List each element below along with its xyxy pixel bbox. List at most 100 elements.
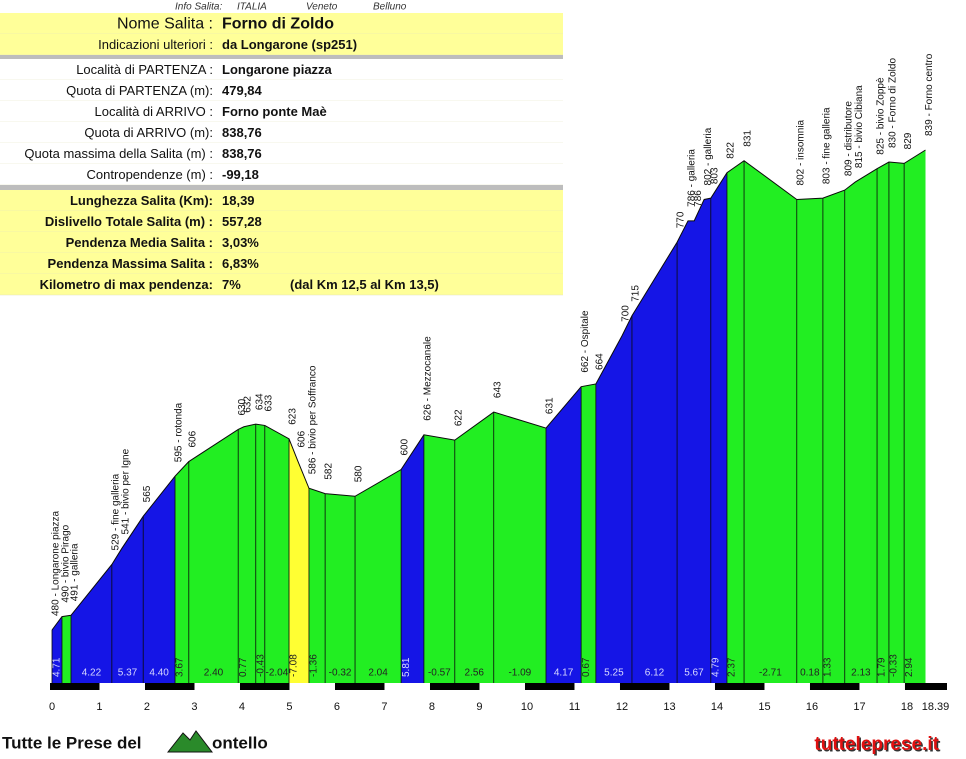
logo-icon (166, 730, 214, 753)
row-label: Quota di PARTENZA (m): (66, 83, 213, 98)
grade-segment (844, 168, 878, 684)
grade-segment (238, 424, 256, 683)
row-value: Forno ponte Maè (222, 104, 327, 119)
grade-label: 5.67 (684, 668, 704, 679)
profile-line (51, 149, 926, 631)
point-label: 626 - Mezzocanale (423, 336, 434, 421)
x-tick-label: 18 (901, 701, 913, 713)
x-tick-label: 9 (476, 701, 482, 713)
point-label: 839 - Forno centro (924, 53, 935, 136)
point-label: 829 (903, 132, 914, 149)
info-header: Belluno (373, 2, 407, 13)
grade-segment (188, 429, 239, 683)
grade-segment (595, 315, 632, 683)
row-bg (0, 13, 563, 34)
footer-left-tail: ontello (212, 733, 268, 752)
row-bg (0, 143, 563, 164)
grade-label: 3.67 (175, 657, 186, 677)
grade-segment (289, 438, 309, 683)
point-label: 580 (354, 465, 365, 482)
x-tick-label: 14 (711, 701, 723, 713)
km-bar (239, 683, 290, 690)
info-header: ITALIA (237, 2, 267, 13)
row-value: Longarone piazza (222, 62, 333, 77)
x-axis: 0 1 2 3 4 5 6 7 8 9 10 11 12 13 14 15 16 17 18 18.39 (49, 683, 949, 713)
x-tick-label: 6 (334, 701, 340, 713)
point-label: 830 - Forno di Zoldo (888, 58, 899, 148)
row-label: Località di PARTENZA : (76, 62, 213, 77)
grade-segment (904, 150, 926, 683)
grade-segment (308, 488, 326, 683)
row-value: 838,76 (222, 125, 262, 140)
row-label: Quota di ARRIVO (m): (84, 125, 213, 140)
row-bg (0, 164, 563, 185)
grade-segment (744, 160, 797, 683)
point-label: 582 (324, 462, 335, 479)
point-label: 529 - fine galleria (110, 473, 121, 550)
x-tick-label: 10 (521, 701, 533, 713)
grade-label: 2.37 (727, 657, 738, 677)
grade-segment (877, 162, 889, 683)
row-value: 3,03% (222, 235, 259, 250)
row-value: Forno di Zoldo (222, 16, 334, 33)
row-label: Kilometro di max pendenza: (40, 277, 213, 292)
row-label: Dislivello Totale Salita (m) : (45, 214, 213, 229)
info-table: Info Salita: ITALIA Veneto Belluno Nome Sali… (0, 2, 563, 296)
x-tick-label: 17 (853, 701, 865, 713)
x-tick-label: 15 (758, 701, 770, 713)
point-label: 634 (254, 393, 265, 410)
km-bar (714, 683, 765, 690)
x-tick-label: 7 (381, 701, 387, 713)
grade-segment (264, 425, 290, 683)
footer: Tutte le Prese del ontello tutteleprese.… (2, 730, 941, 757)
x-tick-label: 2 (144, 701, 150, 713)
grade-segment (423, 434, 455, 683)
km-bar (429, 683, 480, 690)
x-tick-label: 0 (49, 701, 55, 713)
x-tick-label: 4 (239, 701, 245, 713)
point-label: 815 - bivio Cibiana (854, 85, 865, 168)
row-label: Nome Salita : (117, 16, 213, 33)
row-value: 7% (222, 277, 241, 292)
grade-label: 5.37 (118, 668, 138, 679)
grade-label: 2.13 (851, 668, 871, 679)
grade-label: -2.04 (266, 668, 289, 679)
point-label: 606 (187, 430, 198, 447)
km-bar (904, 683, 926, 690)
grade-segment (401, 434, 424, 683)
row-value: da Longarone (sp251) (222, 37, 357, 52)
x-tick-label: 13 (663, 701, 675, 713)
grade-label: 4.79 (710, 657, 721, 677)
point-label: 662 - Ospitale (580, 310, 591, 373)
grade-label: 2.94 (904, 657, 915, 677)
grade-label: 0.18 (800, 668, 820, 679)
point-label: 565 (142, 485, 153, 502)
grade-segment (822, 190, 845, 683)
row-label: Lunghezza Salita (Km): (70, 193, 213, 208)
x-tick-label: 1 (96, 701, 102, 713)
grade-label: 6.12 (645, 668, 665, 679)
grade-label: 2.04 (368, 668, 388, 679)
row-label: Quota massima della Salita (m) : (24, 146, 213, 161)
km-bar (50, 683, 100, 690)
point-label: 631 (545, 397, 556, 414)
point-label: 802 - insomnia (795, 119, 806, 185)
row-label: Pendenza Massima Salita : (48, 256, 213, 271)
row-bg (0, 101, 563, 122)
grade-segment (255, 424, 265, 683)
point-label: 630 (237, 398, 248, 415)
x-tick-label: 11 (569, 701, 580, 713)
row-value: 479,84 (222, 83, 263, 98)
point-label: 803 (709, 167, 720, 184)
x-tick-label: 18.39 (922, 701, 950, 713)
point-label: 786 (693, 190, 704, 207)
point-label: 541 - bivio per Igne (120, 448, 131, 534)
grade-label: 5.25 (604, 668, 624, 679)
point-label: 491 - galleria (70, 543, 81, 601)
grade-label: 4.40 (149, 668, 169, 679)
grade-segment (493, 412, 546, 683)
row-value: -99,18 (222, 167, 259, 182)
point-label: 606 (297, 430, 308, 447)
profile: 4.71 4.22 5.37 4.40 3.67 2.40 0.77 -0.43 -2.04 -7… (51, 53, 935, 684)
grade-label: 1.79 (877, 657, 888, 677)
